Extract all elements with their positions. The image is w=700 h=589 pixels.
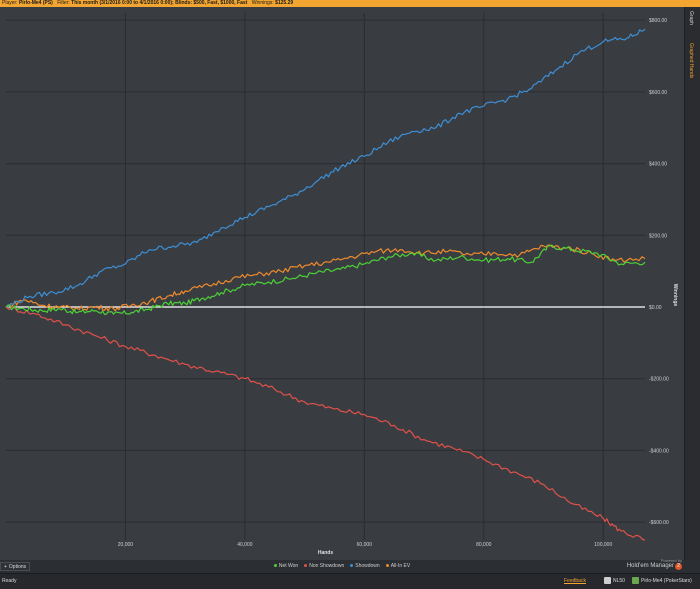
- brand-name: Hold'em Manager: [626, 563, 674, 569]
- x-tick-label: 20,000: [118, 542, 134, 548]
- x-tick-label: 40,000: [237, 542, 253, 548]
- x-tick-label: 80,000: [476, 542, 492, 548]
- series-line-net-won: [5, 244, 646, 315]
- legend-swatch: [304, 564, 308, 568]
- filter-key: Filter:: [57, 0, 70, 6]
- player-label: Pirlo-Me4 (PokerStars): [641, 578, 692, 584]
- legend-swatch: [350, 564, 354, 568]
- series-line-all-in-ev: [5, 244, 646, 312]
- feedback-link[interactable]: Feedback: [564, 578, 586, 584]
- winnings-graph: 20,000 40,000 60,000 80,000 100,000 $800.00 $6…: [5, 13, 678, 556]
- x-tick-label: 100,000: [594, 542, 612, 548]
- powered-by-label: Powered by: [660, 558, 682, 563]
- tab-graphed-hands[interactable]: Graphed Hands: [688, 43, 694, 79]
- status-bar: Ready Feedback NL50 Pirlo-Me4 (PokerStar…: [0, 573, 700, 589]
- chart-area: 20,000 40,000 60,000 80,000 100,000 $800.00 $6…: [0, 7, 684, 560]
- tab-graph[interactable]: Graph: [688, 11, 694, 25]
- x-axis-label: Hands: [318, 550, 334, 556]
- legend-label: Showdown: [355, 563, 380, 569]
- plus-icon: +: [4, 564, 7, 570]
- y-tick-label: -$400.00: [649, 448, 669, 454]
- legend-swatch: [273, 564, 277, 568]
- title-bar: Player: Pirlo-Me4 (PS) Filter: This mont…: [0, 0, 700, 7]
- brand-badge: 2: [675, 563, 682, 570]
- stake-label: NL50: [613, 578, 625, 584]
- legend-label: All-In EV: [390, 563, 411, 569]
- player-value: Pirlo-Me4 (PS): [18, 0, 53, 6]
- legend-item[interactable]: Net Won: [273, 563, 299, 569]
- legend-item[interactable]: Non Showdown: [304, 563, 344, 569]
- player-icon: [632, 577, 639, 585]
- y-axis-label: Winnings: [672, 284, 678, 307]
- chart-legend: Net Won Non Showdown Showdown All-In EV: [0, 563, 684, 569]
- options-button[interactable]: + Options: [0, 562, 31, 571]
- y-tick-label: $400.00: [649, 162, 667, 168]
- filter-value[interactable]: This month (3/1/2016 0:00 to 4/1/2016 0:…: [71, 0, 248, 6]
- powered-by: Powered by Hold'em Manager 2: [626, 558, 682, 572]
- legend-item[interactable]: Showdown: [350, 563, 380, 569]
- legend-item[interactable]: All-In EV: [385, 563, 411, 569]
- stake-icon: [604, 577, 611, 585]
- y-tick-label: $0.00: [649, 305, 662, 311]
- status-ready: Ready: [2, 578, 17, 584]
- y-tick-label: -$200.00: [649, 377, 669, 383]
- y-tick-label: -$600.00: [649, 520, 669, 526]
- y-tick-label: $200.00: [649, 233, 667, 239]
- options-label: Options: [8, 564, 27, 570]
- player-indicator[interactable]: Pirlo-Me4 (PokerStars): [632, 574, 692, 588]
- series-line-non-showdown: [5, 306, 646, 541]
- y-tick-label: $800.00: [649, 18, 667, 24]
- winnings-key: Winnings:: [251, 0, 274, 6]
- winnings-value: $125.29: [275, 0, 294, 6]
- legend-label: Net Won: [278, 563, 299, 569]
- y-tick-label: $600.00: [649, 90, 667, 96]
- right-panel: Graph Graphed Hands: [684, 7, 700, 560]
- player-key: Player:: [2, 0, 18, 6]
- legend-label: Non Showdown: [309, 563, 345, 569]
- stake-indicator[interactable]: NL50: [604, 574, 625, 588]
- x-tick-label: 60,000: [357, 542, 373, 548]
- legend-swatch: [385, 564, 389, 568]
- series-line-showdown: [5, 28, 646, 308]
